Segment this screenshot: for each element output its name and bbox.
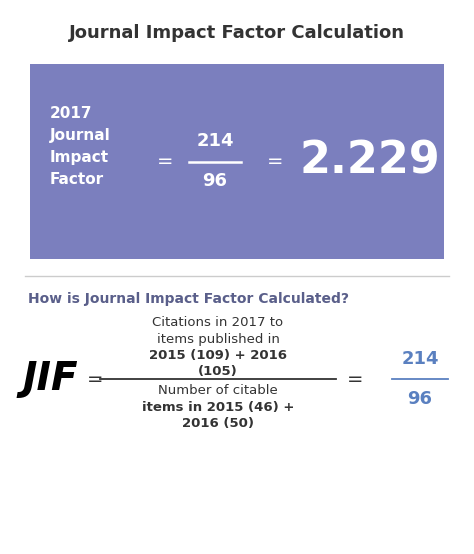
Text: =: = — [347, 370, 363, 388]
Text: items published in: items published in — [156, 332, 280, 346]
Text: How is Journal Impact Factor Calculated?: How is Journal Impact Factor Calculated? — [28, 292, 349, 306]
Text: =: = — [87, 370, 103, 388]
Text: JIF: JIF — [22, 360, 78, 398]
Text: (105): (105) — [198, 365, 238, 377]
Text: items in 2015 (46) +: items in 2015 (46) + — [142, 401, 294, 413]
FancyBboxPatch shape — [30, 64, 444, 259]
Text: 214: 214 — [196, 132, 234, 151]
Text: Journal Impact Factor Calculation: Journal Impact Factor Calculation — [69, 24, 405, 42]
Text: 2016 (50): 2016 (50) — [182, 417, 254, 429]
Text: 96: 96 — [408, 390, 432, 408]
Text: Number of citable: Number of citable — [158, 384, 278, 398]
Text: 2015 (109) + 2016: 2015 (109) + 2016 — [149, 348, 287, 362]
Text: =: = — [267, 152, 283, 171]
Text: 214: 214 — [401, 350, 439, 368]
Text: =: = — [157, 152, 173, 171]
Text: 2017
Journal
Impact
Factor: 2017 Journal Impact Factor — [50, 106, 111, 187]
Text: 96: 96 — [202, 172, 228, 191]
Text: Citations in 2017 to: Citations in 2017 to — [153, 316, 283, 330]
Text: 2.229: 2.229 — [300, 140, 440, 183]
